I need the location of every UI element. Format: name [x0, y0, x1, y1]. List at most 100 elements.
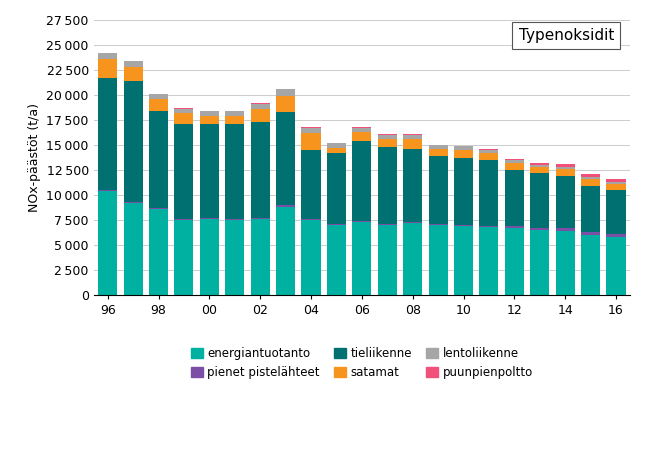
Bar: [530, 163, 550, 164]
Bar: [327, 143, 346, 148]
Bar: [581, 232, 600, 235]
Bar: [530, 173, 550, 228]
Bar: [352, 141, 372, 221]
Bar: [454, 158, 473, 225]
Bar: [479, 226, 499, 228]
Bar: [555, 164, 575, 167]
Bar: [301, 219, 321, 220]
Bar: [225, 220, 244, 295]
Bar: [276, 207, 295, 295]
Bar: [124, 61, 143, 66]
Bar: [225, 110, 244, 111]
Bar: [225, 116, 244, 124]
Bar: [200, 219, 219, 295]
Bar: [606, 182, 626, 184]
Bar: [301, 150, 321, 219]
Bar: [505, 226, 524, 228]
Bar: [606, 237, 626, 295]
Bar: [505, 228, 524, 295]
Bar: [555, 228, 575, 231]
Bar: [581, 179, 600, 186]
Bar: [98, 190, 117, 191]
Text: Typenoksidit: Typenoksidit: [519, 28, 614, 43]
Bar: [505, 159, 524, 160]
Bar: [149, 209, 168, 295]
Bar: [581, 235, 600, 295]
Bar: [276, 89, 295, 96]
Bar: [251, 104, 270, 109]
Bar: [251, 103, 270, 104]
Bar: [606, 190, 626, 234]
Bar: [530, 230, 550, 295]
Bar: [124, 66, 143, 81]
Bar: [505, 163, 524, 170]
Bar: [454, 226, 473, 295]
Bar: [352, 222, 372, 295]
Bar: [606, 179, 626, 182]
Bar: [149, 94, 168, 99]
Bar: [403, 222, 422, 223]
Bar: [301, 127, 321, 128]
Bar: [124, 81, 143, 202]
Bar: [555, 231, 575, 295]
Bar: [378, 139, 397, 146]
Bar: [555, 176, 575, 228]
Bar: [149, 99, 168, 111]
Bar: [174, 113, 194, 124]
Bar: [200, 124, 219, 218]
Bar: [428, 225, 448, 295]
Bar: [149, 208, 168, 209]
Bar: [251, 218, 270, 219]
Y-axis label: NOx-päästöt (t/a): NOx-päästöt (t/a): [28, 103, 41, 212]
Bar: [555, 167, 575, 169]
Bar: [174, 220, 194, 295]
Bar: [479, 228, 499, 295]
Bar: [378, 146, 397, 224]
Bar: [378, 224, 397, 225]
Bar: [149, 111, 168, 208]
Bar: [479, 149, 499, 150]
Bar: [378, 135, 397, 139]
Bar: [403, 135, 422, 139]
Bar: [327, 224, 346, 225]
Bar: [606, 234, 626, 237]
Bar: [505, 170, 524, 226]
Bar: [251, 219, 270, 295]
Bar: [530, 167, 550, 173]
Bar: [251, 122, 270, 218]
Bar: [403, 223, 422, 295]
Bar: [276, 205, 295, 207]
Bar: [428, 224, 448, 225]
Bar: [124, 202, 143, 203]
Bar: [124, 203, 143, 295]
Bar: [98, 78, 117, 190]
Bar: [301, 128, 321, 133]
Bar: [581, 177, 600, 179]
Bar: [479, 150, 499, 153]
Bar: [352, 221, 372, 222]
Bar: [479, 153, 499, 160]
Bar: [251, 109, 270, 122]
Bar: [98, 53, 117, 59]
Bar: [352, 132, 372, 141]
Bar: [149, 93, 168, 94]
Bar: [530, 228, 550, 230]
Bar: [454, 150, 473, 158]
Bar: [327, 148, 346, 153]
Legend: energiantuotanto, pienet pistelähteet, tieliikenne, satamat, lentoliikenne, puun: energiantuotanto, pienet pistelähteet, t…: [186, 343, 538, 384]
Bar: [555, 169, 575, 176]
Bar: [403, 134, 422, 135]
Bar: [276, 96, 295, 112]
Bar: [428, 145, 448, 149]
Bar: [505, 160, 524, 163]
Bar: [98, 59, 117, 78]
Bar: [276, 112, 295, 205]
Bar: [428, 149, 448, 155]
Bar: [200, 111, 219, 116]
Bar: [327, 153, 346, 224]
Bar: [581, 186, 600, 232]
Bar: [174, 124, 194, 219]
Bar: [301, 220, 321, 295]
Bar: [454, 146, 473, 150]
Bar: [174, 108, 194, 109]
